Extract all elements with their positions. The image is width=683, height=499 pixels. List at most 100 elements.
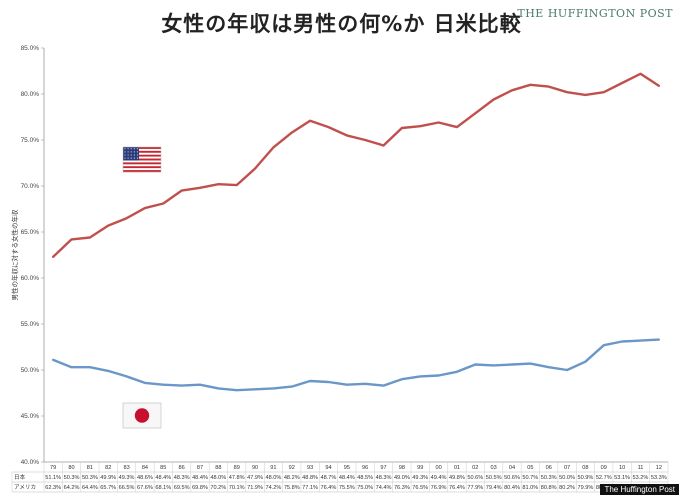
data-label: 69.8% xyxy=(192,485,208,491)
data-label: 48.3% xyxy=(376,475,392,481)
data-label: 75.0% xyxy=(357,485,373,491)
data-label: 53.2% xyxy=(633,475,649,481)
x-tick-label: 11 xyxy=(638,465,644,471)
data-label: 76.4% xyxy=(449,485,465,491)
brand-logo: THE HUFFINGTON POST xyxy=(517,7,673,20)
data-label: 48.6% xyxy=(137,475,153,481)
data-label: 49.3% xyxy=(119,475,135,481)
data-label: 48.8% xyxy=(302,475,318,481)
chart-axes: 40.0% 45.0% 50.0% 55.0% 60.0% 65.0% 70.0% 75.0%… xyxy=(21,45,668,466)
y-tick-label: 80.0% xyxy=(21,91,40,98)
footer-brand: The Huffington Post xyxy=(600,484,679,495)
flag-star xyxy=(133,148,135,150)
x-tick-label: 90 xyxy=(252,465,258,471)
x-tick-label: 86 xyxy=(179,465,185,471)
x-tick-label: 93 xyxy=(307,465,313,471)
x-tick-label: 79 xyxy=(50,465,56,471)
x-tick-label: 91 xyxy=(270,465,276,471)
data-label: 48.2% xyxy=(284,475,300,481)
x-tick-label: 85 xyxy=(160,465,166,471)
data-label: 70.2% xyxy=(210,485,226,491)
y-tick-label: 85.0% xyxy=(21,45,40,52)
flag-stripe xyxy=(123,162,161,165)
data-label: 81.0% xyxy=(522,485,538,491)
flag-star xyxy=(133,154,135,156)
data-label: 50.3% xyxy=(64,475,80,481)
x-tick-label: 81 xyxy=(87,465,93,471)
flag-star xyxy=(136,151,138,153)
x-tick-label: 80 xyxy=(68,465,74,471)
data-label: 76.9% xyxy=(431,485,447,491)
y-tick-label: 50.0% xyxy=(21,367,40,374)
x-tick-label: 07 xyxy=(564,465,570,471)
flag-sun xyxy=(134,408,150,423)
x-tick-label: 05 xyxy=(527,465,533,471)
data-label: 75.8% xyxy=(284,485,300,491)
table-row-label: アメリカ xyxy=(14,484,36,491)
data-label: 76.3% xyxy=(394,485,410,491)
y-tick-label: 45.0% xyxy=(21,413,40,420)
data-label: 62.3% xyxy=(45,485,61,491)
data-label: 50.6% xyxy=(467,475,483,481)
y-tick-label: 60.0% xyxy=(21,275,40,282)
flag-stripe xyxy=(123,147,161,150)
flag-star xyxy=(130,148,132,150)
data-table: 79 80 81 82 83 84 85 86 87 88 89 90 91 92 93 94 95 96 97 98… xyxy=(11,462,669,493)
x-tick-label: 10 xyxy=(619,465,625,471)
data-label: 52.7% xyxy=(596,475,612,481)
y-tick-label: 55.0% xyxy=(21,321,40,328)
data-label: 50.3% xyxy=(82,475,98,481)
flag-stripe xyxy=(123,156,161,159)
x-tick-label: 82 xyxy=(105,465,111,471)
x-tick-label: 00 xyxy=(435,465,441,471)
data-label: 47.9% xyxy=(247,475,263,481)
flag-star xyxy=(133,157,135,159)
y-tick-label: 40.0% xyxy=(21,459,40,466)
flag-stripe xyxy=(123,158,161,161)
flag-star xyxy=(127,157,129,159)
data-label: 64.2% xyxy=(64,485,80,491)
x-tick-label: 88 xyxy=(215,465,221,471)
data-label: 79.4% xyxy=(486,485,502,491)
x-tick-label: 06 xyxy=(546,465,552,471)
y-tick-label: 65.0% xyxy=(21,229,40,236)
flag-stripe xyxy=(123,170,161,173)
data-label: 49.4% xyxy=(431,475,447,481)
data-label: 67.6% xyxy=(137,485,153,491)
flag-stripe xyxy=(123,148,161,152)
data-label: 48.0% xyxy=(265,475,281,481)
data-label: 50.9% xyxy=(577,475,593,481)
data-label: 80.2% xyxy=(559,485,575,491)
data-label: 80.8% xyxy=(541,485,557,491)
data-label: 74.4% xyxy=(376,485,392,491)
flag-star xyxy=(124,151,126,153)
series-line-japan xyxy=(52,338,660,392)
x-tick-label: 12 xyxy=(656,465,662,471)
data-label: 53.3% xyxy=(651,475,667,481)
x-tick-label: 02 xyxy=(472,465,478,471)
x-tick-label: 08 xyxy=(582,465,588,471)
x-tick-label: 09 xyxy=(601,465,607,471)
data-label: 48.4% xyxy=(192,475,208,481)
x-tick-label: 83 xyxy=(123,465,129,471)
flag-star xyxy=(127,151,129,153)
data-label: 49.9% xyxy=(100,475,116,481)
y-tick-label: 70.0% xyxy=(21,183,40,190)
data-label: 53.1% xyxy=(614,475,630,481)
y-tick-label: 75.0% xyxy=(21,137,40,144)
flag-canton xyxy=(123,147,139,161)
flag-star xyxy=(127,148,129,150)
series-lines xyxy=(52,72,660,392)
data-label: 77.1% xyxy=(302,485,318,491)
x-tick-label: 01 xyxy=(454,465,460,471)
data-label: 69.5% xyxy=(174,485,190,491)
x-tick-label: 98 xyxy=(399,465,405,471)
flag-border xyxy=(122,146,162,173)
flag-star xyxy=(124,154,126,156)
flag-star xyxy=(133,151,135,153)
data-label: 50.3% xyxy=(541,475,557,481)
flag-star xyxy=(136,157,138,159)
data-label: 75.5% xyxy=(339,485,355,491)
flag-stripe xyxy=(123,152,161,155)
data-label: 48.3% xyxy=(174,475,190,481)
